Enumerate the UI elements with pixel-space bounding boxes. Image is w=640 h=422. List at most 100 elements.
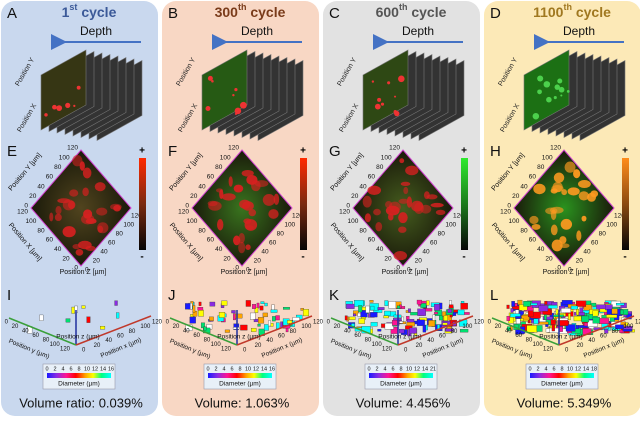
map-spot [217,219,224,231]
legend-tick: 0 [45,366,48,372]
particle [622,329,632,332]
map-spot [430,202,444,208]
y-tick: 80 [365,338,372,344]
legend-tick: 16 [108,366,114,372]
x-tick: 20 [94,343,101,349]
legend-tick: 10 [406,366,412,372]
particle [548,305,558,309]
particle [245,300,251,307]
y-tick: 120 [221,347,232,353]
volume-text: Volume: 1.063% [195,395,290,410]
map-tick: 0 [568,267,572,274]
y-tick: 60 [354,333,361,339]
map-spot [233,235,241,246]
map-tick: 80 [54,164,62,171]
map-tick: 120 [131,213,142,220]
cycle-word: cycle [576,4,611,20]
legend-tick: 4 [383,366,386,372]
map-spot [581,215,587,222]
map-spot [398,212,408,224]
particle [256,302,260,309]
particle [515,316,522,319]
map-tick: 40 [198,183,206,190]
map-tick: 100 [25,218,36,225]
map-spot [559,243,570,249]
legend-tick: 0 [206,366,209,372]
map-spot [78,240,92,250]
particle [551,324,555,332]
particle [523,301,531,307]
legend-colorbar [369,373,433,378]
legend-tick: 14 [583,366,589,372]
particle [520,318,524,322]
particle [550,319,556,325]
image-slice [362,49,409,131]
particle [551,302,558,306]
particle [370,312,378,318]
depth-label: Depth [402,24,434,38]
map-spot [242,201,254,211]
particle [407,308,411,313]
map-tick: 40 [422,249,430,256]
particle [384,310,391,316]
map-axis-label: Position Z [µm] [382,269,429,276]
particle [232,327,240,330]
particle [538,305,549,312]
legend-tick: 16 [269,366,275,372]
panel-title: 1st cycle [62,2,117,19]
y-tick: 0 [5,320,9,326]
stack-spot [73,104,76,108]
particle [574,312,585,316]
legend-tick: 2 [53,366,56,372]
x-tick: 100 [623,324,634,330]
particle [434,311,438,315]
stack-spot [207,75,213,81]
map-spot [403,186,409,195]
x-tick: 40 [427,338,434,344]
y-tick: 40 [505,329,512,335]
cycle-suffix: th [399,2,408,12]
colorbar [139,158,146,250]
particle [259,305,264,311]
x-tick: 80 [612,329,619,335]
map-spot [373,208,381,216]
particle [526,325,538,333]
particle [346,303,355,309]
stack-spot [65,102,71,108]
particle [447,308,452,313]
panel-letter: C [329,5,340,22]
x-tick: 100 [301,324,312,330]
particle [568,313,571,321]
particle [272,316,276,322]
map-spot [531,223,541,230]
map-tick: 0 [24,203,28,210]
particle [581,315,590,323]
map-tick: 120 [67,145,78,152]
x-tick: 60 [439,334,446,340]
map-tick: 60 [46,237,54,244]
map-spot [219,189,224,199]
legend-tick: 2 [536,366,539,372]
panel-letter: G [329,143,341,160]
particle [460,302,468,310]
map-spot [400,181,411,187]
particle [506,304,510,309]
map-tick: 120 [17,209,28,216]
map-spot [72,154,83,167]
map-spot [398,226,407,233]
stack-spot [44,113,48,117]
y-axis [8,317,77,346]
y-tick: 20 [334,324,341,330]
cycle-word: cycle [411,4,446,20]
legend-title: Diameter (µm) [380,381,422,388]
stack-spot [560,94,563,97]
map-spot [388,201,401,213]
x-tick: 20 [416,343,423,349]
particle [518,304,528,311]
map-spot [75,249,84,256]
x-tick: 100 [462,324,473,330]
map-tick: 120 [614,213,625,220]
map-tick: 120 [389,145,400,152]
y-tick: 0 [488,320,492,326]
